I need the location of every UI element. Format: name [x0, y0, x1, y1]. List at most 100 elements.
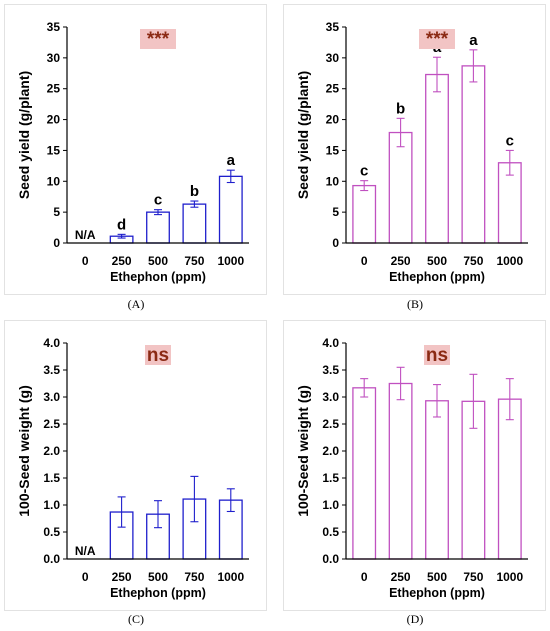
y-axis-label: Seed yield (g/plant): [295, 71, 311, 199]
bar: [425, 73, 449, 244]
chart-svg-a: 0 d 250 c 500 b 750 a 1000 0 5 10 15 20 25 30 35 Ethephon…: [16, 20, 249, 284]
caption-b: (B): [407, 297, 423, 311]
significance-letter: b: [190, 183, 199, 200]
bar: [461, 65, 486, 244]
y-tick-label: 0: [53, 236, 60, 250]
y-tick-label: 4.0: [322, 336, 339, 350]
x-tick-label: 250: [391, 570, 411, 584]
chart-svg-c: 0 250 500 750 1000 0.0 0.5 1.0 1.5 2.0 2.5 3.0 3.5 4.…: [16, 336, 249, 600]
y-tick-label: 30: [47, 51, 61, 65]
y-tick-label: 15: [326, 143, 340, 157]
chart-panel-c: 0 250 500 750 1000 0.0 0.5 1.0 1.5 2.0 2.5 3.0 3.5 4.…: [4, 320, 267, 611]
caption-d: (D): [406, 612, 424, 626]
caption-c: (C): [128, 612, 144, 626]
x-axis-label: Ethephon (ppm): [389, 270, 485, 284]
y-tick-label: 1.5: [43, 471, 60, 485]
chart-svg-b: c0b250a500a750c100005101520253035Ethepho…: [295, 20, 528, 284]
significance-letter: a: [469, 32, 478, 49]
bar: [388, 131, 413, 244]
bar: [388, 382, 413, 560]
y-tick-label: 15: [47, 143, 61, 157]
y-tick-label: 25: [47, 82, 61, 96]
x-tick-label: 500: [148, 254, 168, 268]
significance-marker: ***: [426, 29, 449, 50]
y-tick-label: 3.5: [322, 363, 339, 377]
chart-panel-b: c0b250a500a750c100005101520253035Ethepho…: [283, 4, 546, 295]
x-tick-label: 750: [184, 570, 204, 584]
y-tick-label: 35: [47, 20, 61, 34]
x-tick-label: 1000: [496, 570, 523, 584]
x-tick-label: 0: [361, 254, 368, 268]
y-axis-label: 100-Seed weight (g): [16, 385, 32, 516]
significance-highlight: [145, 345, 171, 365]
bar: [182, 203, 207, 244]
significance-marker: ns: [426, 345, 448, 366]
significance-highlight: [419, 29, 455, 49]
y-tick-label: 30: [326, 51, 340, 65]
x-axis-label: Ethephon (ppm): [110, 586, 206, 600]
y-tick-label: 10: [326, 174, 340, 188]
na-label: N/A: [75, 228, 96, 242]
x-tick-label: 0: [82, 254, 89, 268]
x-tick-label: 750: [184, 254, 204, 268]
x-axis-label: Ethephon (ppm): [110, 270, 206, 284]
y-tick-label: 4.0: [43, 336, 60, 350]
y-tick-label: 1.5: [322, 471, 339, 485]
y-tick-label: 2.0: [322, 444, 339, 458]
x-tick-label: 1000: [496, 254, 523, 268]
y-tick-label: 20: [47, 113, 61, 127]
x-tick-label: 0: [361, 570, 368, 584]
bar: [352, 387, 377, 560]
significance-letter: a: [227, 152, 236, 169]
y-tick-label: 2.5: [43, 417, 60, 431]
y-axis-label: Seed yield (g/plant): [16, 71, 32, 199]
bar: [497, 398, 522, 560]
significance-marker: ***: [147, 29, 170, 50]
y-tick-label: 2.5: [322, 417, 339, 431]
y-tick-label: 0.0: [322, 552, 339, 566]
x-tick-label: 500: [427, 254, 447, 268]
y-tick-label: 3.0: [43, 390, 60, 404]
chart-panel-a: 0 d 250 c 500 b 750 a 1000 0 5 10 15 20 25 30 35 Ethephon…: [4, 4, 267, 295]
x-tick-label: 750: [463, 254, 483, 268]
y-tick-label: 1.0: [43, 498, 60, 512]
x-tick-label: 250: [112, 570, 132, 584]
y-tick-label: 5: [53, 205, 60, 219]
bar: [218, 175, 243, 244]
x-tick-label: 500: [427, 570, 447, 584]
chart-svg-d: 0 250 500 750 1000 0.0 0.5 1.0 1.5 2.0 2.5 3.0 3.5 4.…: [295, 336, 528, 600]
bar: [352, 184, 377, 244]
x-axis-label: Ethephon (ppm): [389, 586, 485, 600]
x-tick-label: 0: [82, 570, 89, 584]
significance-highlight: [140, 29, 176, 49]
significance-letter: b: [396, 100, 405, 117]
y-tick-label: 3.0: [322, 390, 339, 404]
y-tick-label: 1.0: [322, 498, 339, 512]
significance-letter: c: [360, 163, 368, 180]
y-tick-label: 0.5: [322, 525, 339, 539]
x-tick-label: 1000: [217, 570, 244, 584]
significance-letter: c: [506, 132, 514, 149]
y-tick-label: 0: [332, 236, 339, 250]
x-tick-label: 250: [112, 254, 132, 268]
y-tick-label: 20: [326, 113, 340, 127]
y-tick-label: 5: [332, 205, 339, 219]
na-label: N/A: [75, 544, 96, 558]
significance-letter: d: [117, 216, 126, 233]
y-tick-label: 3.5: [43, 363, 60, 377]
x-tick-label: 750: [463, 570, 483, 584]
caption-a: (A): [127, 297, 145, 311]
x-tick-label: 250: [391, 254, 411, 268]
y-tick-label: 2.0: [43, 444, 60, 458]
y-axis-label: 100-Seed weight (g): [295, 385, 311, 516]
bar: [146, 211, 170, 244]
y-tick-label: 0.0: [43, 552, 60, 566]
y-tick-label: 35: [326, 20, 340, 34]
x-tick-label: 1000: [217, 254, 244, 268]
y-tick-label: 10: [47, 174, 61, 188]
bar: [425, 400, 449, 560]
chart-panel-d: 0 250 500 750 1000 0.0 0.5 1.0 1.5 2.0 2.5 3.0 3.5 4.…: [283, 320, 546, 611]
y-tick-label: 25: [326, 82, 340, 96]
y-tick-label: 0.5: [43, 525, 60, 539]
significance-highlight: [424, 345, 450, 365]
